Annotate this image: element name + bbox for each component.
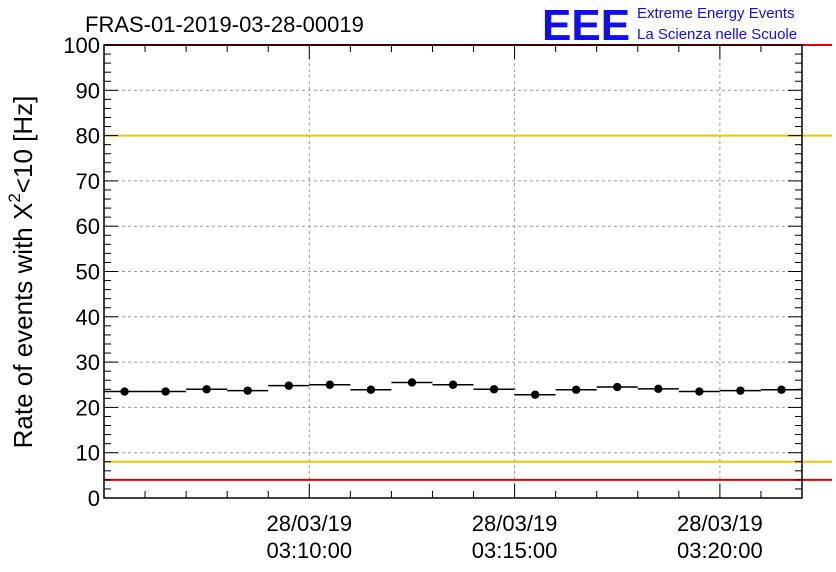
data-point: [366, 385, 376, 394]
reference-lines: [104, 44, 832, 481]
y-tick-label: 10: [76, 441, 100, 466]
grid-lines: [104, 45, 802, 498]
x-tick-label-date: 28/03/19: [266, 511, 352, 536]
y-axis-label-sup: 2: [5, 193, 24, 202]
eee-logo: EEE Extreme Energy Events La Scienza nel…: [542, 1, 797, 50]
data-point: [654, 384, 663, 394]
data-point: [571, 385, 581, 394]
y-tick-label: 60: [76, 214, 100, 239]
x-tick-label-date: 28/03/19: [472, 511, 558, 536]
logo-eee-text: EEE: [542, 1, 630, 50]
x-tick-label-time: 03:20:00: [677, 538, 763, 563]
data-point: [489, 385, 499, 394]
data-point: [695, 387, 704, 396]
y-tick-label: 50: [76, 260, 100, 285]
x-tick-label-date: 28/03/19: [677, 511, 763, 536]
x-tick-label-time: 03:10:00: [266, 538, 352, 563]
y-tick-label: 0: [88, 486, 100, 511]
y-axis-label: Rate of events with X2<10 [Hz]: [5, 96, 38, 449]
y-tick-label: 80: [76, 124, 100, 149]
data-point: [120, 387, 129, 396]
data-point: [202, 385, 211, 394]
y-tick-label: 40: [76, 305, 100, 330]
chart-title: FRAS-01-2019-03-28-00019: [85, 12, 364, 37]
x-tick-labels: 28/03/1903:10:0028/03/1903:15:0028/03/19…: [266, 511, 762, 563]
data-point: [284, 381, 293, 390]
data-point: [325, 380, 335, 389]
y-tick-label: 20: [76, 395, 100, 420]
data-point: [448, 380, 458, 389]
data-point: [530, 390, 540, 399]
y-tick-label: 30: [76, 350, 100, 375]
y-tick-label: 70: [76, 169, 100, 194]
logo-line-1: Extreme Energy Events: [637, 5, 795, 22]
data-point: [161, 387, 170, 396]
data-point: [777, 385, 786, 394]
x-tick-label-time: 03:15:00: [472, 538, 558, 563]
data-point: [736, 386, 745, 395]
y-tick-label: 90: [76, 78, 100, 103]
y-tick-labels: 0 10 20 30 40 50 60 70 80 90 100: [63, 33, 100, 511]
logo-line-2: La Scienza nelle Scuole: [637, 26, 797, 43]
y-axis-label-main: Rate of events with X: [8, 203, 38, 449]
data-point: [407, 378, 417, 387]
data-point: [243, 386, 252, 395]
axes: [103, 44, 803, 499]
data-points: [104, 378, 802, 399]
y-tick-label: 100: [63, 33, 100, 58]
y-axis-label-tail: <10 [Hz]: [8, 96, 38, 194]
data-point: [613, 382, 622, 392]
